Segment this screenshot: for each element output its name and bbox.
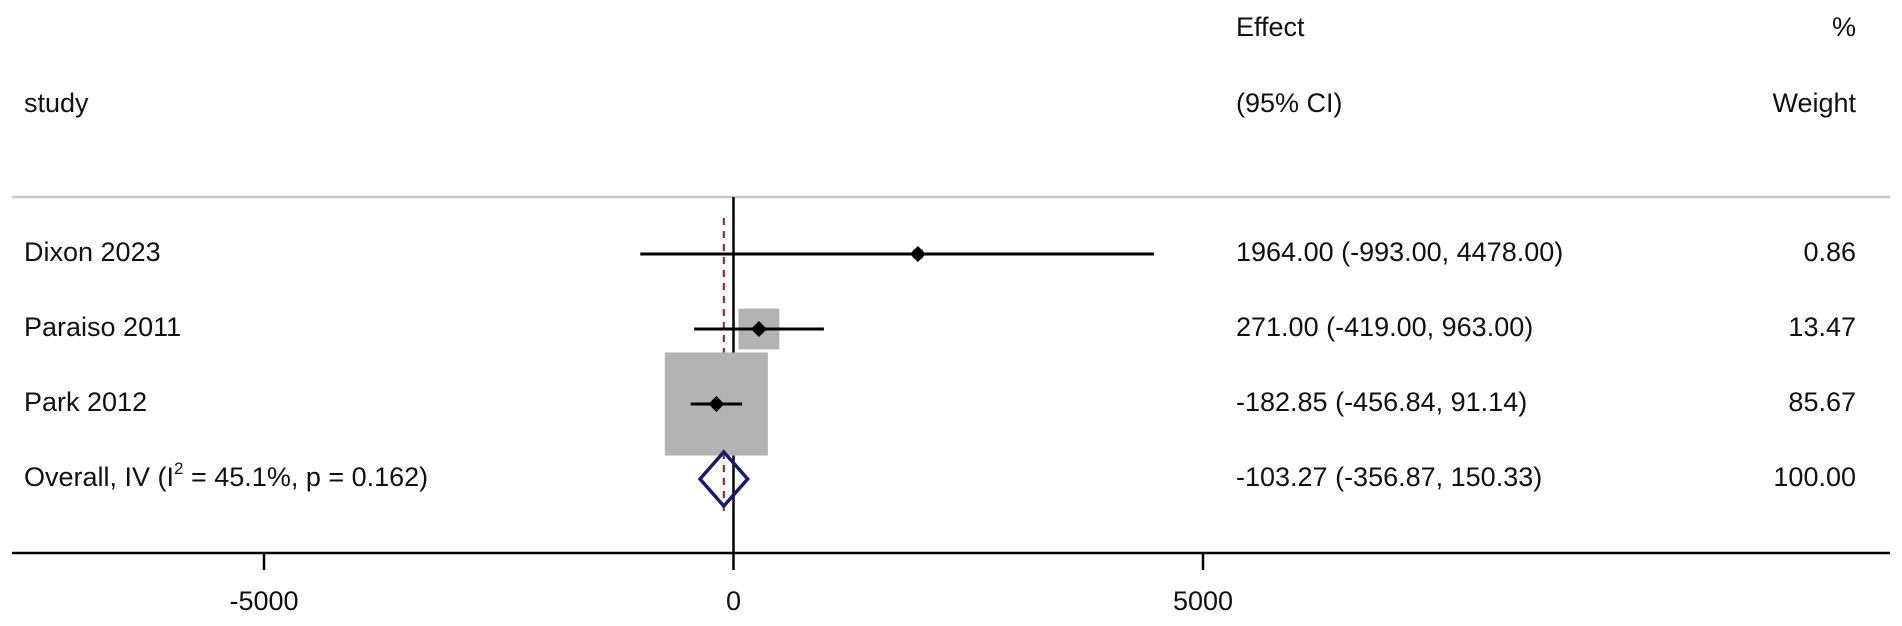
overall-ci-label: -103.27 (-356.87, 150.33) xyxy=(1236,462,1542,492)
study-ci-label: 271.00 (-419.00, 963.00) xyxy=(1236,312,1533,342)
x-tick-label: -5000 xyxy=(229,586,298,616)
overall-label-part: = 45.1%, p = 0.162) xyxy=(184,462,429,492)
overall-weight: 100.00 xyxy=(1773,462,1856,492)
study-weight: 13.47 xyxy=(1788,312,1856,342)
header-effect: Effect xyxy=(1236,12,1305,42)
header-ci: (95% CI) xyxy=(1236,88,1343,118)
overall-diamond xyxy=(697,449,750,509)
study-ci-label: -182.85 (-456.84, 91.14) xyxy=(1236,387,1527,417)
x-tick-label: 0 xyxy=(726,586,741,616)
header-pct: % xyxy=(1832,12,1856,42)
point-estimate xyxy=(750,321,767,337)
overall-label-part: 2 xyxy=(174,459,183,478)
study-ci-label: 1964.00 (-993.00, 4478.00) xyxy=(1236,237,1563,267)
study-weight: 85.67 xyxy=(1788,387,1856,417)
study-weight: 0.86 xyxy=(1803,237,1856,267)
header-study: study xyxy=(24,88,89,118)
study-name: Dixon 2023 xyxy=(24,237,161,267)
header-weight: Weight xyxy=(1772,88,1856,118)
overall-label-part: Overall, IV (I xyxy=(24,462,174,492)
study-name: Paraiso 2011 xyxy=(24,312,181,342)
point-estimate xyxy=(909,246,926,262)
x-tick-label: 5000 xyxy=(1173,586,1233,616)
point-estimate xyxy=(708,396,725,412)
study-name: Park 2012 xyxy=(24,387,147,417)
overall-label: Overall, IV (I2 = 45.1%, p = 0.162) xyxy=(24,459,428,492)
